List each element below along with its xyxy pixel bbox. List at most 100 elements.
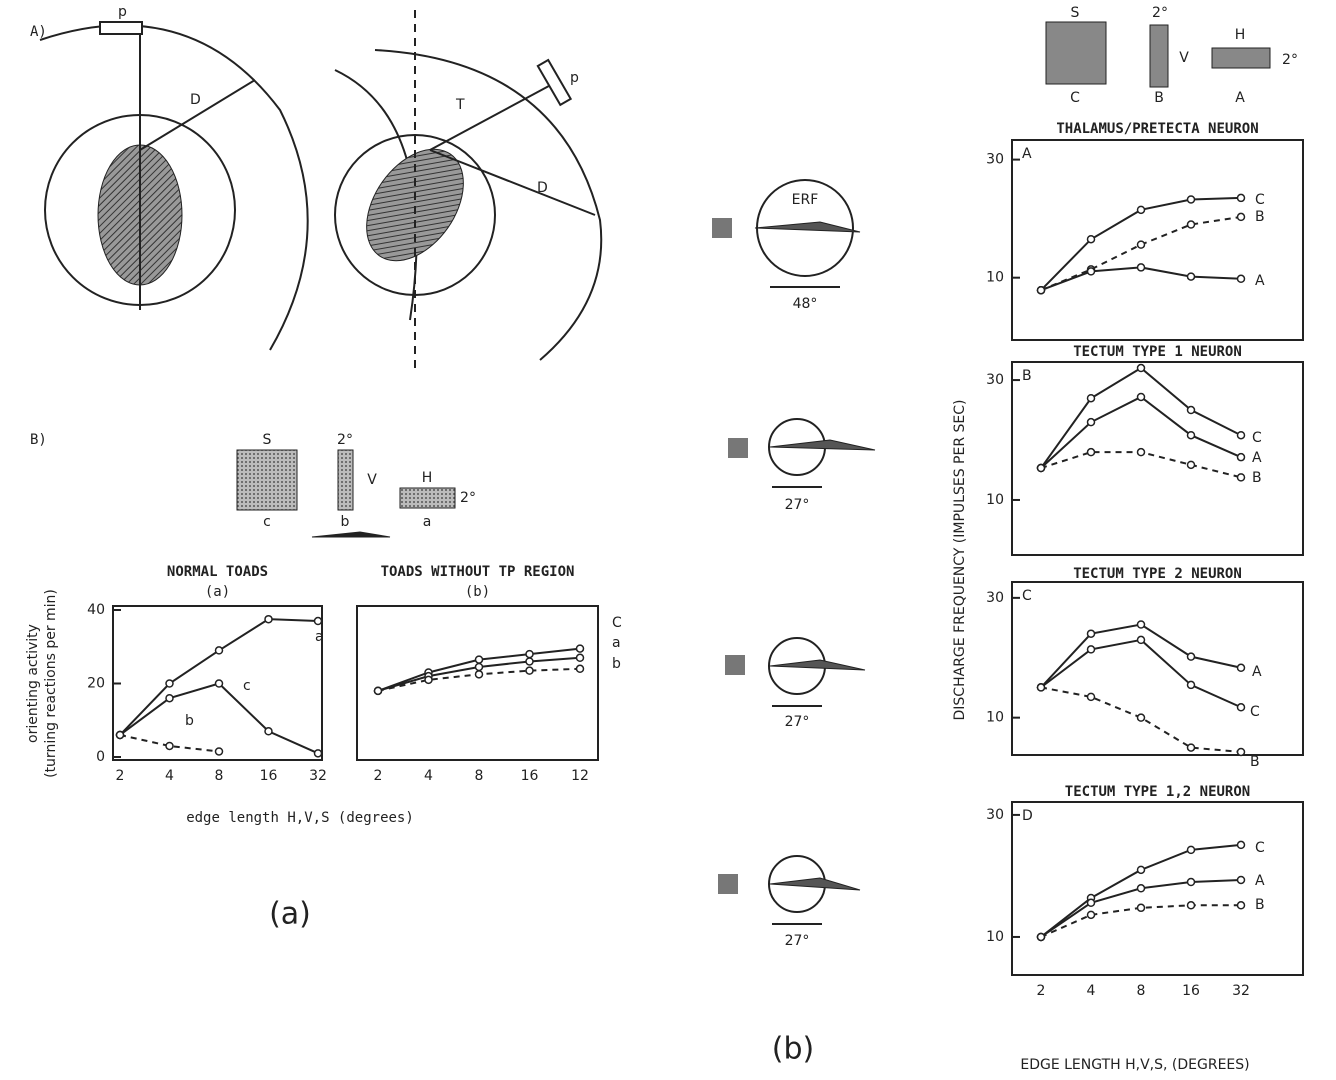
data-point bbox=[1236, 901, 1246, 910]
label: a bbox=[423, 514, 432, 530]
x-tick-label: 4 bbox=[1087, 983, 1096, 999]
series-label: B bbox=[1255, 897, 1265, 913]
label: T bbox=[455, 97, 465, 113]
motion-arrow bbox=[769, 659, 866, 671]
label: A bbox=[1235, 90, 1245, 106]
x-tick-label: 8 bbox=[1137, 983, 1146, 999]
x-tick-label: 16 bbox=[260, 768, 278, 784]
x-tick-label: 2 bbox=[1037, 983, 1046, 999]
label: S bbox=[263, 432, 272, 448]
y-tick-label: 0 bbox=[96, 749, 105, 765]
data-point bbox=[1236, 452, 1246, 462]
data-point bbox=[1136, 263, 1146, 272]
data-point bbox=[1136, 392, 1146, 402]
data-point bbox=[1236, 212, 1246, 222]
data-point bbox=[115, 730, 125, 740]
label: C bbox=[1070, 90, 1080, 106]
plot-frame bbox=[1011, 361, 1304, 556]
data-point bbox=[1236, 473, 1246, 482]
series-line bbox=[119, 618, 319, 736]
data-point bbox=[474, 670, 484, 679]
label: ERF bbox=[792, 192, 819, 208]
plot-frame bbox=[1011, 139, 1304, 341]
data-point bbox=[1186, 743, 1196, 752]
data-point bbox=[1136, 865, 1146, 875]
data-point bbox=[214, 679, 224, 688]
data-point bbox=[1136, 884, 1146, 893]
stimulus bbox=[236, 449, 298, 511]
y-tick-label: 10 bbox=[986, 492, 1004, 508]
x-tick-label: 2 bbox=[116, 768, 125, 784]
data-point bbox=[1086, 692, 1096, 702]
stimulus bbox=[1149, 24, 1169, 88]
panel-label: D bbox=[1022, 808, 1033, 824]
series-line bbox=[1040, 638, 1242, 709]
label: D bbox=[190, 92, 201, 108]
stimuli: B) S 2° V H 2° c b a edge length H,V,S (… bbox=[30, 432, 476, 932]
y-tick-label: 30 bbox=[986, 590, 1004, 606]
motion-arrow bbox=[754, 221, 861, 233]
x-tick-label: 2 bbox=[374, 768, 383, 784]
label: H bbox=[1235, 27, 1246, 43]
label: V bbox=[367, 472, 377, 488]
data-point bbox=[1236, 747, 1246, 757]
y-axis-label: (turning reactions per min) bbox=[43, 589, 59, 778]
data-point bbox=[313, 749, 323, 758]
plot-frame bbox=[1011, 581, 1304, 756]
stimulus bbox=[337, 449, 354, 511]
panel-label: A bbox=[1022, 146, 1032, 162]
data-point bbox=[1036, 683, 1046, 692]
x-axis-label: edge length H,V,S (degrees) bbox=[186, 810, 414, 826]
data-point bbox=[1086, 910, 1096, 920]
data-point bbox=[165, 741, 174, 751]
data-point bbox=[525, 649, 534, 659]
label: V bbox=[1179, 50, 1189, 66]
data-point bbox=[575, 664, 585, 674]
data-point bbox=[1186, 220, 1196, 229]
x-tick-label: 12 bbox=[571, 768, 589, 784]
receptive-fields: ERF 48° 27° 27° 27° bbox=[712, 179, 876, 949]
toad bbox=[366, 148, 464, 262]
series-label: A bbox=[1255, 273, 1265, 289]
arc bbox=[374, 49, 603, 361]
label: p bbox=[570, 70, 579, 86]
data-point bbox=[1136, 903, 1146, 913]
caption: (b) bbox=[772, 1032, 814, 1067]
data-point bbox=[1136, 240, 1146, 249]
x-tick-label: 4 bbox=[165, 768, 174, 784]
data-point bbox=[1086, 645, 1096, 654]
label: 27° bbox=[785, 714, 810, 730]
data-point bbox=[1136, 447, 1146, 457]
label: c bbox=[263, 514, 271, 530]
chart-subtitle: (b) bbox=[465, 584, 490, 600]
y-tick-label: 10 bbox=[986, 270, 1004, 286]
prey bbox=[99, 21, 143, 35]
chart-title: TECTUM TYPE 1 NEURON bbox=[1073, 344, 1242, 360]
data-point bbox=[474, 662, 484, 672]
motion-arrow bbox=[769, 439, 876, 451]
data-point bbox=[264, 727, 273, 736]
data-point bbox=[575, 653, 585, 663]
stimulus bbox=[725, 655, 745, 675]
x-tick-label: 8 bbox=[475, 768, 484, 784]
chart-title: TECTUM TYPE 1,2 NEURON bbox=[1065, 784, 1250, 800]
y-axis-label: orienting activity bbox=[25, 624, 41, 743]
label: H bbox=[422, 470, 433, 486]
y-tick-label: 10 bbox=[986, 929, 1004, 945]
data-point bbox=[165, 693, 174, 703]
data-point bbox=[1136, 713, 1146, 722]
x-tick-label: 32 bbox=[1232, 983, 1250, 999]
data-point bbox=[1136, 205, 1146, 215]
chart-title: TOADS WITHOUT TP REGION bbox=[381, 564, 575, 580]
series-label: C bbox=[1255, 840, 1265, 856]
chart-title: THALAMUS/PRETECTA NEURON bbox=[1056, 121, 1258, 137]
data-point bbox=[1186, 901, 1196, 910]
chart-title: TECTUM TYPE 2 NEURON bbox=[1073, 566, 1242, 582]
data-point bbox=[1086, 898, 1096, 908]
series-label: B bbox=[1255, 209, 1265, 225]
panel-label: C bbox=[1022, 588, 1032, 604]
motion-arrow bbox=[769, 877, 861, 891]
data-point bbox=[1186, 845, 1196, 855]
y-tick-label: 40 bbox=[87, 602, 105, 618]
